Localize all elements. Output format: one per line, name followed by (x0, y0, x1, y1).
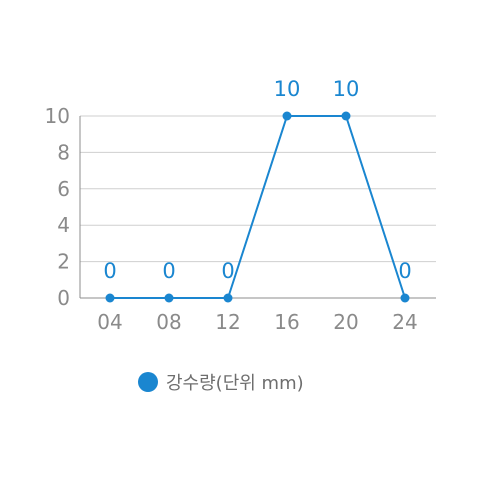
data-point[interactable] (282, 111, 292, 121)
x-tick-label: 08 (156, 310, 181, 334)
data-label: 10 (333, 77, 360, 101)
data-point[interactable] (105, 293, 115, 303)
series-layer (105, 111, 410, 303)
x-tick-label: 04 (97, 310, 122, 334)
data-point[interactable] (341, 111, 351, 121)
series-line (110, 115, 406, 299)
y-tick-label: 10 (45, 104, 70, 128)
y-tick-label: 0 (57, 286, 70, 310)
data-label: 0 (103, 259, 116, 283)
data-label: 0 (162, 259, 175, 283)
y-tick-label: 6 (57, 177, 70, 201)
legend-label: 강수량(단위 mm) (166, 373, 304, 394)
data-label: 10 (274, 77, 301, 101)
y-tick-label: 4 (57, 213, 70, 237)
data-label: 0 (398, 259, 411, 283)
data-point[interactable] (400, 293, 410, 303)
x-tick-label: 20 (333, 310, 358, 334)
data-label: 0 (221, 259, 234, 283)
y-tick-label: 8 (57, 140, 70, 164)
label-layer: 0 0 0 10 10 0 (103, 77, 411, 283)
x-tick-label: 12 (215, 310, 240, 334)
y-tick-label: 2 (57, 250, 70, 274)
x-tick-label: 24 (392, 310, 417, 334)
data-point[interactable] (223, 293, 233, 303)
x-tick-label: 16 (274, 310, 299, 334)
legend-marker (138, 372, 158, 392)
grid-layer (80, 115, 436, 263)
legend[interactable]: 강수량(단위 mm) (138, 372, 304, 394)
data-point[interactable] (164, 293, 174, 303)
